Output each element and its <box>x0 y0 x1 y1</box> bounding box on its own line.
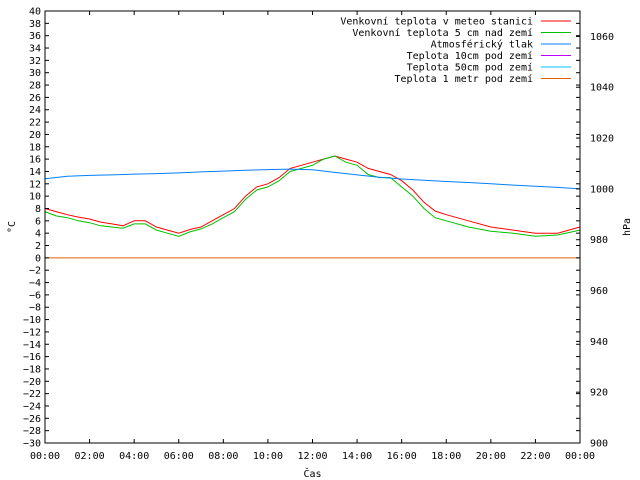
x-tick-label: 06:00 <box>164 451 194 462</box>
y-tick-label: 14 <box>29 167 41 178</box>
y-tick-label: 40 <box>29 7 41 18</box>
y2-axis-label: hPa <box>622 218 633 236</box>
y-tick-label: 0 <box>35 253 41 264</box>
y-tick-label: 6 <box>35 216 41 227</box>
y-tick-label: −16 <box>23 352 41 363</box>
y-tick-label: −12 <box>23 327 41 338</box>
y-tick-label: 34 <box>29 44 41 55</box>
y2-axis-ticks: 900 920 940 960 980 1000 1020 1040 1060 <box>576 32 614 450</box>
y-tick-label: −22 <box>23 389 41 400</box>
y-tick-label: 36 <box>29 31 41 42</box>
y-tick-label: 38 <box>29 19 41 30</box>
x-tick-label: 18:00 <box>431 451 461 462</box>
y-tick-label: 24 <box>29 105 41 116</box>
y-tick-label: −10 <box>23 315 41 326</box>
y-tick-label: −14 <box>23 340 41 351</box>
x-tick-label: 02:00 <box>75 451 105 462</box>
y-tick-label: 10 <box>29 192 41 203</box>
x-tick-label: 04:00 <box>119 451 149 462</box>
y-tick-label: 30 <box>29 68 41 79</box>
x-tick-label: 22:00 <box>520 451 550 462</box>
y-tick-label: 22 <box>29 118 41 129</box>
y2-tick-label: 1060 <box>590 32 614 43</box>
series-lines <box>44 155 581 259</box>
y-tick-label: 12 <box>29 179 41 190</box>
y-tick-label: −8 <box>29 303 41 314</box>
y-tick-label: −20 <box>23 377 41 388</box>
y2-tick-label: 940 <box>590 337 608 348</box>
y-tick-label: −26 <box>23 414 41 425</box>
x-axis-label: Čas <box>303 467 321 480</box>
y2-tick-label: 980 <box>590 235 608 246</box>
legend-label-3: Atmosférický tlak <box>431 39 533 51</box>
x-tick-label: 20:00 <box>476 451 506 462</box>
y2-tick-label: 1000 <box>590 184 614 195</box>
y-axis-ticks: −30−28−26−24−22−20−18−16−14−12−10−8−6−4−… <box>23 7 580 450</box>
legend-label-6: Teplota 1 metr pod zemí <box>395 73 533 85</box>
x-tick-label: 14:00 <box>342 451 372 462</box>
y2-tick-label: 960 <box>590 286 608 297</box>
y-tick-label: 4 <box>35 229 41 240</box>
y2-tick-label: 1040 <box>590 83 614 94</box>
x-tick-label: 10:00 <box>253 451 283 462</box>
y-tick-label: 8 <box>35 204 41 215</box>
series-line-3 <box>44 168 581 190</box>
y-tick-label: 2 <box>35 241 41 252</box>
y-axis-label: °C <box>7 221 18 233</box>
legend-label-2: Venkovní teplota 5 cm nad zemí <box>352 27 533 39</box>
y-tick-label: 28 <box>29 81 41 92</box>
y-tick-label: −4 <box>29 278 41 289</box>
y-tick-label: −24 <box>23 401 41 412</box>
y-tick-label: 18 <box>29 142 41 153</box>
y2-tick-label: 920 <box>590 388 608 399</box>
x-tick-label: 00:00 <box>565 451 595 462</box>
y-tick-label: 16 <box>29 155 41 166</box>
x-tick-label: 12:00 <box>297 451 327 462</box>
y-tick-label: 20 <box>29 130 41 141</box>
legend-label-5: Teplota 50cm pod zemí <box>407 62 533 74</box>
legend-label-1: Venkovní teplota v meteo stanici <box>340 16 533 28</box>
y-tick-label: −2 <box>29 266 41 277</box>
x-axis-ticks: 00:00 02:00 04:00 06:00 08:00 10:00 12:00 14:00… <box>30 11 595 462</box>
series-line-2 <box>44 155 581 237</box>
legend: Venkovní teplota v meteo staniciVenkovní… <box>340 16 571 85</box>
x-tick-label: 00:00 <box>30 451 60 462</box>
x-tick-label: 08:00 <box>208 451 238 462</box>
y-tick-label: −6 <box>29 290 41 301</box>
y-tick-label: −30 <box>23 439 41 450</box>
y2-tick-label: 900 <box>590 439 608 450</box>
series-line-1 <box>44 155 581 234</box>
y2-tick-label: 1020 <box>590 134 614 145</box>
y-tick-label: 26 <box>29 93 41 104</box>
x-tick-label: 16:00 <box>387 451 417 462</box>
legend-label-4: Teplota 10cm pod zemí <box>407 50 533 62</box>
y-tick-label: −18 <box>23 364 41 375</box>
y-tick-label: −28 <box>23 426 41 437</box>
y-tick-label: 32 <box>29 56 41 67</box>
